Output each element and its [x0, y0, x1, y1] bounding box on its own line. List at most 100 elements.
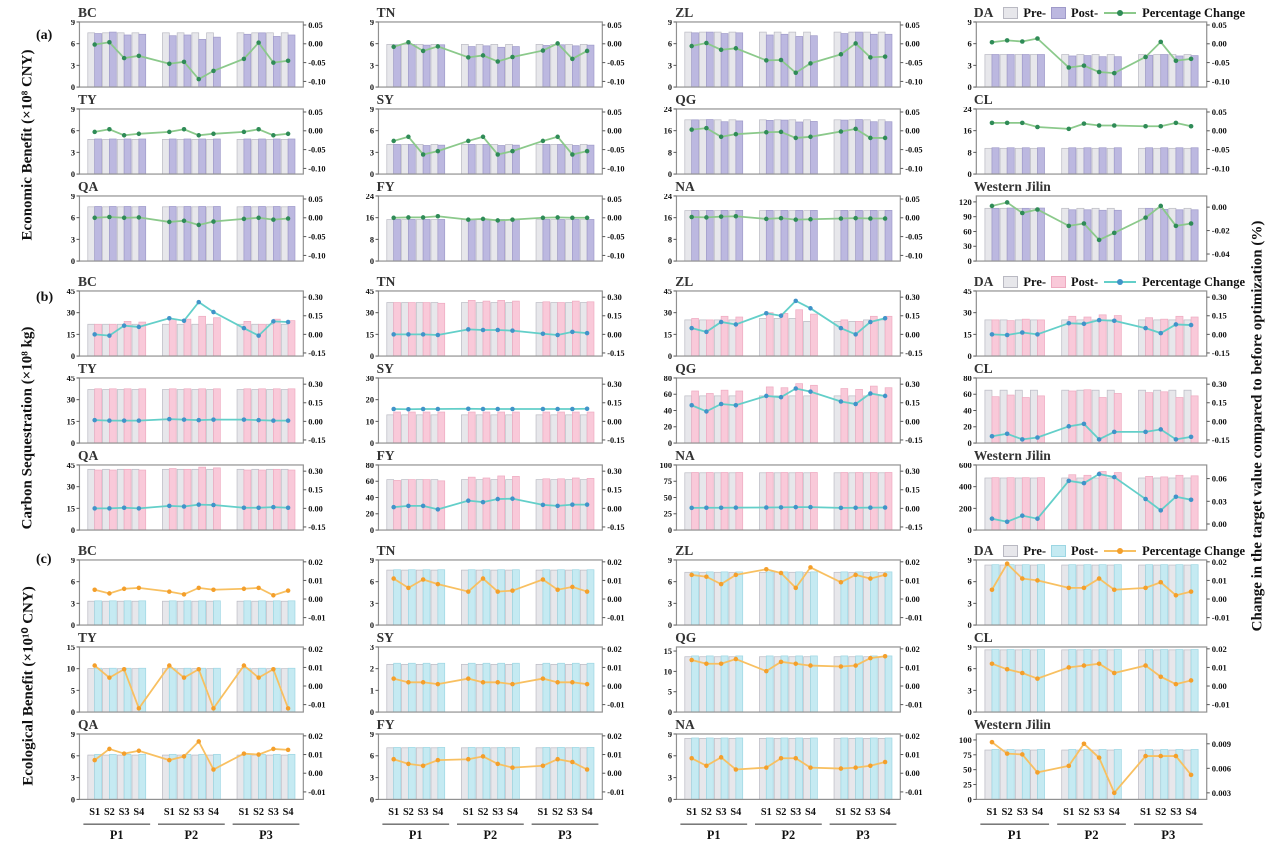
svg-text:-0.15: -0.15: [1212, 435, 1230, 445]
svg-text:0.05: 0.05: [607, 21, 622, 30]
line-markers: [391, 676, 589, 687]
svg-text:-0.10: -0.10: [905, 77, 922, 86]
svg-text:0.15: 0.15: [607, 399, 622, 408]
left-axis-ticks: 0 25 50 75 100: [660, 463, 677, 534]
plot-border: [676, 21, 902, 88]
svg-text:S1: S1: [761, 807, 772, 818]
svg-text:0.15: 0.15: [607, 486, 622, 495]
svg-text:0: 0: [71, 257, 75, 265]
svg-text:0.02: 0.02: [607, 645, 622, 654]
panel-b-sy: SY 0 10 20 30 0.30 0.15 0.00 -0.15: [349, 362, 640, 448]
svg-text:0.01: 0.01: [905, 663, 920, 672]
legend-c: Pre- Post- Percentage Change: [1003, 544, 1245, 559]
svg-text:9: 9: [668, 558, 672, 565]
plot-svg: 0 3 6 9 0.05 0.00 -0.05 -0.10: [71, 194, 326, 265]
svg-text:S2: S2: [1155, 807, 1166, 818]
svg-text:S4: S4: [1185, 807, 1197, 818]
pre-bars: [984, 564, 1192, 626]
svg-text:0.00: 0.00: [607, 769, 622, 778]
right-axis-ticks: 0.05 0.00 -0.05 -0.10: [303, 195, 326, 260]
svg-text:10: 10: [67, 665, 75, 674]
svg-text:S3: S3: [193, 807, 204, 818]
panel-c-tn: TN 0 3 6 9 0.02 0.01 0.00 -0.01: [349, 536, 640, 630]
svg-text:0: 0: [71, 352, 75, 360]
panel-a-na: NA 0 8 16 24 0.05 0.00 -0.05 -0.10: [647, 180, 938, 266]
panel-title: ZL: [675, 274, 694, 289]
section-a-axis-label: Economic Benefit (×10⁸ CNY): [19, 49, 36, 241]
svg-text:6: 6: [369, 752, 373, 761]
legend-post-label: Post-: [1071, 543, 1099, 558]
svg-text:8: 8: [668, 235, 672, 244]
svg-text:0.01: 0.01: [308, 750, 323, 759]
right-axis-ticks: 0.30 0.15 0.00 -0.15: [1206, 292, 1230, 358]
panel-title: DA: [973, 543, 994, 558]
svg-text:S2: S2: [1078, 807, 1089, 818]
panel-b-tn: TN 0 15 30 45 0.30 0.15 0.00 -0.15: [349, 267, 640, 361]
plot-border: [975, 559, 1208, 626]
svg-text:-0.01: -0.01: [607, 788, 624, 797]
panel-head: SY: [349, 362, 640, 376]
plot-svg: 0 10 20 30 0.30 0.15 0.00 -0.15: [365, 376, 624, 447]
plot-svg: 0 20 40 60 80 0.30 0.15 0.00 -0.15: [963, 376, 1230, 447]
panel-title: QG: [675, 630, 697, 645]
svg-text:-0.15: -0.15: [1212, 348, 1230, 358]
svg-text:0.01: 0.01: [607, 576, 622, 585]
post-bars: [991, 471, 1199, 531]
svg-text:80: 80: [365, 463, 373, 470]
svg-text:15: 15: [67, 417, 75, 426]
svg-text:0: 0: [967, 620, 971, 629]
svg-text:25: 25: [963, 780, 972, 790]
svg-text:0.00: 0.00: [308, 330, 323, 339]
left-axis-ticks: 0 200 400 600: [959, 463, 977, 534]
panel-c-na: NA 0 3 6 9 0.02 0.01 0.00 -0.01 S1 S2 S3 S4 P1 S1 S2 S3 S…: [647, 718, 938, 844]
legend-pre-swatch: [1003, 7, 1019, 19]
right-axis-ticks: 0.05 0.00 -0.05 -0.10: [1206, 107, 1230, 173]
svg-text:6: 6: [71, 127, 75, 136]
svg-text:0.03: 0.03: [1212, 496, 1227, 506]
panel-title: QG: [675, 92, 697, 107]
svg-text:40: 40: [365, 493, 373, 502]
svg-text:0: 0: [967, 794, 971, 804]
svg-text:-0.01: -0.01: [607, 701, 624, 710]
panel-head: QG: [647, 362, 938, 376]
panel-a-ty: TY 0 3 6 9 0.05 0.00 -0.05 -0.10: [50, 93, 341, 179]
svg-text:S1: S1: [1063, 807, 1074, 818]
right-axis-ticks: 0.05 0.00 -0.05 -0.10: [601, 195, 624, 260]
svg-text:0.30: 0.30: [905, 293, 920, 302]
svg-text:0.00: 0.00: [607, 40, 622, 49]
right-axis-ticks: 0.02 0.01 0.00 -0.01: [601, 732, 624, 797]
svg-text:0.15: 0.15: [1212, 398, 1227, 408]
plot-border: [676, 195, 902, 262]
plot-svg: 0 5 10 15 0.02 0.01 0.00 -0.01: [664, 645, 923, 716]
svg-text:30: 30: [963, 308, 972, 318]
panel-b-na: NA 0 25 50 75 100 0.30 0.15 0.00 -0.15: [647, 449, 938, 535]
panel-b-zl: ZL 0 15 30 45 0.30 0.15 0.00 -0.15: [647, 267, 938, 361]
plot-svg: 0 5 10 15 0.02 0.01 0.00 -0.01: [67, 645, 326, 716]
panel-title: SY: [376, 361, 394, 376]
svg-text:3: 3: [71, 599, 75, 608]
left-axis-ticks: 0 15 30 45: [963, 289, 977, 360]
svg-text:6: 6: [967, 577, 971, 587]
pre-bars: [984, 749, 1192, 800]
plot-svg: 0 30 60 90 120 0.00 -0.02 -0.04: [959, 195, 1230, 265]
svg-text:600: 600: [959, 463, 972, 470]
panel-title: BC: [78, 274, 97, 289]
svg-text:15: 15: [664, 330, 672, 339]
line-markers: [689, 565, 888, 591]
svg-text:15: 15: [67, 645, 75, 652]
svg-text:-0.01: -0.01: [308, 788, 325, 797]
svg-text:S3: S3: [492, 807, 503, 818]
panel-head: ZL: [647, 275, 938, 289]
svg-text:6: 6: [71, 40, 75, 49]
svg-text:3: 3: [71, 148, 75, 157]
plot-svg: 0 3 6 9 0.02 0.01 0.00 -0.01: [71, 558, 326, 629]
plot-border: [975, 108, 1208, 175]
svg-text:-0.05: -0.05: [308, 59, 325, 68]
right-axis-ticks: 0.30 0.15 0.00 -0.15: [900, 380, 923, 445]
panel-head: SY: [349, 93, 640, 107]
svg-text:S1: S1: [164, 807, 175, 818]
pre-bars: [684, 656, 886, 713]
panel-title: QA: [78, 448, 99, 463]
